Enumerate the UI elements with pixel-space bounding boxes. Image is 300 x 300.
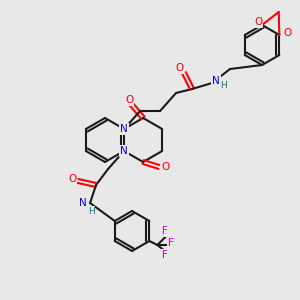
Text: O: O: [161, 162, 169, 172]
Text: O: O: [283, 28, 292, 38]
Text: N: N: [212, 76, 220, 86]
Text: O: O: [68, 174, 76, 184]
Text: N: N: [120, 146, 128, 156]
Text: F: F: [168, 238, 174, 248]
Text: O: O: [254, 17, 262, 27]
Text: F: F: [162, 226, 168, 236]
Text: H: H: [88, 206, 94, 215]
Text: O: O: [125, 95, 133, 105]
Text: N: N: [120, 124, 128, 134]
Text: F: F: [162, 250, 168, 260]
Text: H: H: [220, 80, 226, 89]
Text: N: N: [79, 198, 87, 208]
Text: O: O: [175, 63, 183, 73]
